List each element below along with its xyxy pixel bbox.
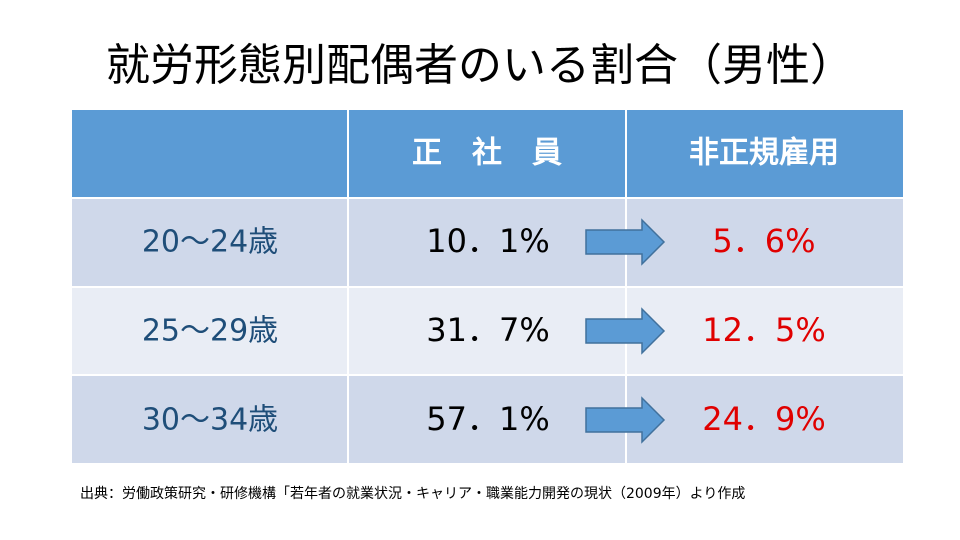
column-header: 正 社 員 [412, 136, 562, 171]
source-note: 出典：労働政策研究・研修機構「若年者の就業状況・キャリア・職業能力開発の現状（2… [80, 485, 745, 502]
column-header: 非正規雇用 [689, 136, 839, 171]
row-label: 30～34歳 [142, 403, 278, 438]
cell-value: 10．1% [426, 222, 550, 260]
arrow [585, 307, 666, 355]
header-row [72, 110, 903, 197]
table-row [72, 288, 903, 374]
table-row [72, 376, 903, 463]
cell-value: 5．6% [712, 222, 815, 260]
table: 正 社 員 非正規雇用 20～24歳 10．1% 5．6% 25～29歳 31．… [72, 110, 903, 463]
cell-value: 12．5% [702, 311, 826, 349]
arrow [585, 396, 666, 444]
arrows [585, 218, 666, 444]
cell-value: 57．1% [426, 400, 550, 438]
slide-title: 就労形態別配偶者のいる割合（男性） [106, 40, 854, 91]
row-label: 20～24歳 [142, 225, 278, 260]
row-label: 25～29歳 [142, 314, 278, 349]
cell-value: 31．7% [426, 311, 550, 349]
arrow [585, 218, 666, 266]
cell-value: 24．9% [702, 400, 826, 438]
table-row [72, 199, 903, 286]
